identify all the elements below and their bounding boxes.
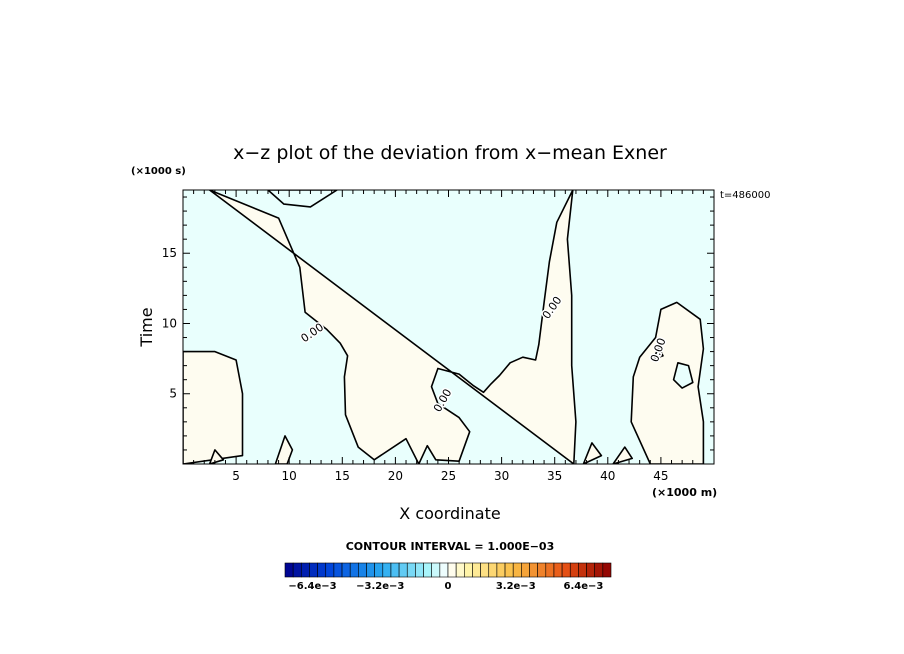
colorbar <box>284 562 612 578</box>
negative-region <box>652 346 664 360</box>
negative-region <box>672 362 694 389</box>
colorbar-tick-label: 6.4e−3 <box>564 581 604 592</box>
chart-title: x−z plot of the deviation from x−mean Ex… <box>233 142 667 164</box>
colorbar-cell <box>447 562 457 578</box>
positive-region <box>208 190 577 464</box>
colorbar-cell <box>569 562 579 578</box>
colorbar-cell <box>504 562 514 578</box>
contour-interval-label: CONTOUR INTERVAL = 1.000E−03 <box>346 540 555 553</box>
y-tick-label: 15 <box>162 246 177 260</box>
colorbar-cell <box>472 562 481 578</box>
colorbar-cell <box>488 562 498 578</box>
colorbar-tick-label: −6.4e−3 <box>288 581 336 592</box>
positive-region <box>630 301 705 464</box>
colorbar-cell <box>284 562 294 578</box>
colorbar-cell <box>512 562 522 578</box>
colorbar-cell <box>561 562 571 578</box>
colorbar-cell <box>602 562 612 578</box>
x-tick-label: 5 <box>232 469 240 483</box>
colorbar-cell <box>300 562 310 578</box>
colorbar-tick-label: 0 <box>445 581 452 592</box>
colorbar-cell <box>325 562 335 578</box>
colorbar-cell <box>578 562 587 578</box>
colorbar-cell <box>382 562 392 578</box>
positive-region <box>582 442 603 464</box>
colorbar-cell <box>317 562 327 578</box>
x-tick-label: 10 <box>282 469 297 483</box>
positive-region <box>208 449 225 464</box>
colorbar-tick-labels: −6.4e−3 −3.2e−3 0 3.2e−3 6.4e−3 <box>288 581 603 592</box>
y-axis-label: Time <box>137 307 156 347</box>
colorbar-cell <box>529 562 538 578</box>
colorbar-cell <box>586 562 595 578</box>
colorbar-cell <box>366 562 375 578</box>
positive-region <box>274 435 294 464</box>
x-tick-label: 30 <box>494 469 509 483</box>
colorbar-cell <box>341 562 351 578</box>
x-tick-label: 20 <box>388 469 403 483</box>
colorbar-cell <box>398 562 408 578</box>
x-tick-label: 45 <box>653 469 668 483</box>
colorbar-cell <box>292 562 302 578</box>
colorbar-cell <box>553 562 563 578</box>
y-tick-label: 5 <box>169 387 177 401</box>
colorbar-tick-label: 3.2e−3 <box>496 581 536 592</box>
positive-region <box>612 446 633 464</box>
x-tick-label: 15 <box>335 469 350 483</box>
colorbar-cell <box>333 562 343 578</box>
x-axis-label: X coordinate <box>399 504 500 523</box>
colorbar-cell <box>390 562 400 578</box>
contour-regions <box>183 190 705 464</box>
x-tick-label: 40 <box>600 469 615 483</box>
x-unit-label: (×1000 m) <box>652 486 717 499</box>
colorbar-cell <box>415 562 424 578</box>
y-tick-label: 10 <box>162 316 177 330</box>
colorbar-cell <box>439 562 449 578</box>
colorbar-cell <box>423 562 432 578</box>
colorbar-cell <box>406 562 416 578</box>
colorbar-cell <box>358 562 367 578</box>
positive-region <box>183 350 244 464</box>
y-unit-label: (×1000 s) <box>131 166 186 177</box>
colorbar-cell <box>349 562 359 578</box>
x-tick-label: 25 <box>441 469 456 483</box>
colorbar-cell <box>463 562 473 578</box>
negative-region <box>267 190 338 208</box>
colorbar-cell <box>496 562 506 578</box>
colorbar-cell <box>480 562 490 578</box>
colorbar-cell <box>594 562 604 578</box>
x-tick-label: 35 <box>547 469 562 483</box>
colorbar-cell <box>309 562 318 578</box>
colorbar-cell <box>521 562 530 578</box>
colorbar-cell <box>537 562 547 578</box>
colorbar-cell <box>545 562 555 578</box>
colorbar-cell <box>374 562 384 578</box>
colorbar-cell <box>455 562 465 578</box>
colorbar-tick-label: −3.2e−3 <box>356 581 404 592</box>
colorbar-cell <box>431 562 441 578</box>
time-stamp-label: t=486000 <box>720 190 770 201</box>
axis-ticks: 5 10 15 20 25 30 35 40 45 5 10 15 <box>162 190 714 483</box>
